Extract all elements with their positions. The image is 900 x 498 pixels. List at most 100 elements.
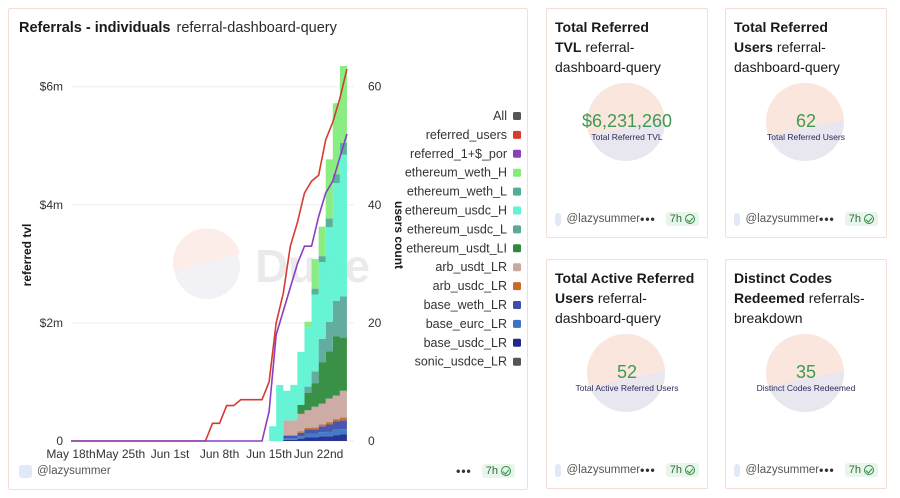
stat-card-title[interactable]: Distinct Codes Redeemed referrals-breakd… — [734, 268, 880, 328]
line-referred_users — [71, 68, 348, 442]
stat-card-total-referred-users: Total Referred Users referral-dashboard-… — [725, 8, 887, 238]
stat-query-name[interactable]: referrals-breakdown — [734, 290, 865, 326]
check-circle-icon — [864, 465, 874, 475]
more-options-button[interactable]: ••• — [819, 212, 835, 226]
check-circle-icon — [685, 214, 695, 224]
more-options-button[interactable]: ••• — [640, 463, 656, 477]
legend-item[interactable]: ethereum_usdc_H — [405, 204, 521, 218]
y2-tick-label: 0 — [368, 434, 375, 448]
refresh-status-badge[interactable]: 7h — [665, 463, 699, 477]
line-referred_1+$_por — [71, 133, 348, 442]
stat-title[interactable]: Distinct Codes Redeemed — [734, 270, 833, 306]
refresh-status-badge[interactable]: 7h — [665, 212, 699, 226]
author-handle[interactable]: @lazysummer — [37, 465, 111, 477]
legend-item[interactable]: base_eurc_LR — [426, 317, 521, 331]
legend-label: ethereum_usdc_H — [405, 204, 507, 218]
more-options-button[interactable]: ••• — [456, 464, 472, 478]
legend-item[interactable]: arb_usdc_LR — [433, 279, 521, 293]
area-ethereum_usdc_LR — [269, 282, 347, 441]
legend-swatch — [513, 319, 521, 328]
stat-title[interactable]: Total Active Referred Users — [555, 270, 695, 306]
legend-swatch — [513, 244, 521, 253]
chart-title[interactable]: Referrals - individuals — [19, 20, 171, 36]
legend-item[interactable]: base_weth_LR — [424, 298, 521, 312]
legend-label: base_usdc_LR — [424, 336, 507, 350]
more-options-button[interactable]: ••• — [640, 212, 656, 226]
legend-item[interactable]: ethereum_weth_L — [407, 185, 521, 199]
legend-label: arb_usdt_LR — [435, 260, 507, 274]
area-ethereum_usdt_LR — [269, 324, 347, 441]
legend-swatch — [513, 130, 521, 139]
legend-item[interactable]: ethereum_weth_H — [405, 166, 521, 180]
stat-title[interactable]: Total Referred Users — [734, 19, 828, 55]
stat-card-title[interactable]: Total Referred Users referral-dashboard-… — [734, 17, 880, 77]
x-tick-label: May 18th — [46, 447, 95, 461]
legend-item[interactable]: ethereum_usdc_L — [407, 222, 521, 236]
stat-card-total-referred-tvl: Total Referred TVL referral-dashboard-qu… — [546, 8, 708, 238]
legend-item[interactable]: referred_users — [426, 128, 521, 142]
y-tick-label: 0 — [56, 434, 63, 448]
stat-query-name[interactable]: referral-dashboard-query — [734, 39, 840, 75]
stat-label: Total Active Referred Users — [575, 383, 679, 393]
stat-value: 52 — [616, 362, 638, 382]
referrals-chart-card: Referrals - individuals referral-dashboar… — [8, 8, 528, 490]
area-series — [269, 66, 347, 442]
legend-swatch — [513, 187, 521, 196]
legend-item[interactable]: ethereum_usdt_LI — [406, 241, 521, 255]
legend-label: base_weth_LR — [424, 298, 507, 312]
legend-item[interactable]: arb_usdt_LR — [435, 260, 521, 274]
x-tick-label: May 25th — [96, 447, 145, 461]
more-options-button[interactable]: ••• — [819, 463, 835, 477]
stat-card-title[interactable]: Total Active Referred Users referral-das… — [555, 268, 701, 328]
legend-swatch — [513, 112, 521, 120]
legend-item[interactable]: All — [493, 109, 521, 123]
author-handle[interactable]: @lazysummer — [566, 213, 641, 225]
legend-swatch — [513, 206, 521, 215]
stat-card-footer: @lazysummer ••• 7h — [734, 211, 878, 227]
y2-tick-label: 20 — [368, 316, 382, 330]
legend-item[interactable]: base_usdc_LR — [424, 336, 521, 350]
legend-label: ethereum_usdt_LI — [406, 241, 507, 255]
refresh-age: 7h — [669, 213, 682, 225]
stat-label: Distinct Codes Redeemed — [756, 383, 856, 393]
axes: 0 $2m $4m $6m 0 20 40 60 May 18th May 25th Jun 1st… — [20, 80, 406, 461]
author-handle[interactable]: @lazysummer — [745, 213, 820, 225]
dune-logo-icon — [766, 83, 844, 161]
stat-card-distinct-codes-redeemed: Distinct Codes Redeemed referrals-breakd… — [725, 259, 887, 489]
check-circle-icon — [864, 214, 874, 224]
x-tick-label: Jun 22nd — [294, 447, 343, 461]
legend-item[interactable]: referred_1+$_por — [410, 147, 521, 161]
refresh-status-badge[interactable]: 7h — [844, 463, 878, 477]
dune-logo-accent — [172, 228, 240, 271]
legend-swatch — [513, 301, 521, 309]
author-handle[interactable]: @lazysummer — [745, 464, 820, 476]
legend-swatch — [513, 338, 521, 347]
y-tick-label: $2m — [40, 316, 63, 330]
legend: All referred_users referred_1+$_porethereu… — [405, 109, 521, 369]
stat-query-name[interactable]: referral-dashboard-query — [555, 39, 661, 75]
stat-query-name[interactable]: referral-dashboard-query — [555, 290, 661, 326]
chart-query-name[interactable]: referral-dashboard-query — [176, 20, 337, 36]
refresh-status-badge[interactable]: 7h — [481, 464, 515, 478]
legend-label: ethereum_weth_L — [407, 185, 507, 199]
area-arb_usdt_LR — [269, 389, 347, 441]
legend-swatch — [513, 263, 521, 272]
avatar — [19, 464, 32, 478]
x-tick-label: Jun 8th — [200, 447, 239, 461]
author-handle[interactable]: @lazysummer — [566, 464, 641, 476]
refresh-age: 7h — [848, 213, 861, 225]
chart-card-title[interactable]: Referrals - individuals referral-dashboar… — [19, 18, 337, 38]
legend-label: sonic_usdce_LR — [415, 355, 507, 369]
dune-logo-icon — [587, 83, 665, 161]
stat-card-title[interactable]: Total Referred TVL referral-dashboard-qu… — [555, 17, 701, 77]
check-circle-icon — [685, 465, 695, 475]
y-tick-label: $6m — [40, 80, 63, 94]
area-base_weth_LR — [269, 418, 347, 441]
avatar — [555, 212, 562, 226]
stat-title[interactable]: Total Referred TVL — [555, 19, 649, 55]
refresh-status-badge[interactable]: 7h — [844, 212, 878, 226]
chart-card-footer: @lazysummer ••• 7h — [19, 463, 515, 479]
legend-item[interactable]: sonic_usdce_LR — [415, 355, 521, 369]
check-circle-icon — [501, 466, 511, 476]
